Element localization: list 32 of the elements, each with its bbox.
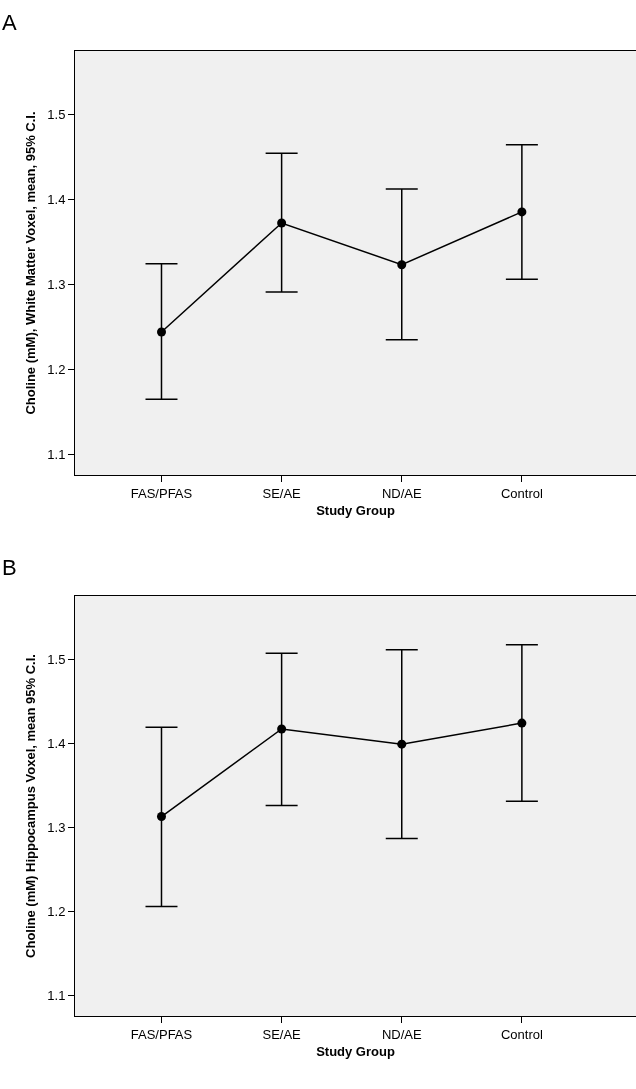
x-axis-title: Study Group	[316, 503, 395, 519]
y-tick-label: 1.1	[47, 447, 66, 463]
point	[277, 218, 287, 228]
y-tick-label: 1.2	[47, 361, 66, 377]
y-tick-label: 1.1	[47, 988, 66, 1004]
x-tick-label: SE/AE	[262, 485, 302, 501]
y-tick-label: 1.4	[47, 191, 66, 207]
y-axis-title: Choline (mM) Hippocampus Voxel, mean 95% C.I.	[23, 654, 39, 958]
y-tick-label: 1.5	[47, 106, 66, 122]
y-axis-title: Choline (mM), White Matter Voxel, mean, 95% C.I.	[23, 111, 39, 415]
x-tick-label: ND/AE	[381, 485, 422, 501]
x-axis-title: Study Group	[316, 1044, 395, 1060]
chart-title: B	[2, 555, 17, 580]
point	[517, 207, 527, 217]
y-tick-label: 1.2	[47, 904, 66, 920]
point	[397, 260, 407, 270]
x-tick-label: SE/AE	[262, 1026, 302, 1042]
point	[277, 724, 287, 734]
x-tick-label: Control	[500, 1026, 543, 1042]
point	[517, 718, 527, 728]
chart-title: A	[2, 10, 17, 35]
x-tick-label: FAS/PFAS	[130, 1026, 193, 1042]
point	[397, 739, 407, 749]
point	[156, 812, 166, 822]
y-tick-label: 1.3	[47, 276, 66, 292]
x-tick-label: FAS/PFAS	[130, 485, 193, 501]
y-tick-label: 1.3	[47, 820, 66, 836]
x-tick-label: Control	[500, 485, 543, 501]
point	[156, 327, 166, 337]
y-tick-label: 1.4	[47, 735, 66, 751]
x-tick-label: ND/AE	[381, 1026, 422, 1042]
y-tick-label: 1.5	[47, 651, 66, 667]
